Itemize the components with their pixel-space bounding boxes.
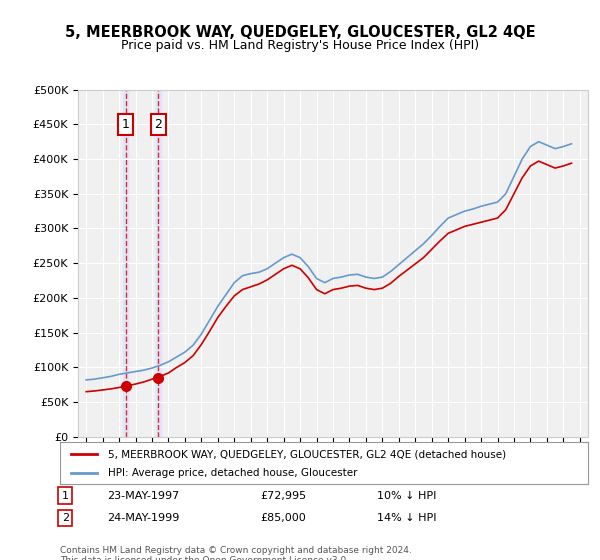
Text: £72,995: £72,995 — [260, 491, 307, 501]
Bar — [156, 90, 161, 437]
Text: 1: 1 — [62, 491, 69, 501]
Text: £85,000: £85,000 — [260, 513, 307, 523]
Text: 2: 2 — [62, 513, 69, 523]
Text: Price paid vs. HM Land Registry's House Price Index (HPI): Price paid vs. HM Land Registry's House … — [121, 39, 479, 52]
Text: 5, MEERBROOK WAY, QUEDGELEY, GLOUCESTER, GL2 4QE: 5, MEERBROOK WAY, QUEDGELEY, GLOUCESTER,… — [65, 25, 535, 40]
Text: 14% ↓ HPI: 14% ↓ HPI — [377, 513, 436, 523]
Text: Contains HM Land Registry data © Crown copyright and database right 2024.
This d: Contains HM Land Registry data © Crown c… — [60, 546, 412, 560]
Text: 24-MAY-1999: 24-MAY-1999 — [107, 513, 180, 523]
Text: 23-MAY-1997: 23-MAY-1997 — [107, 491, 180, 501]
Text: 2: 2 — [155, 118, 163, 131]
Text: 10% ↓ HPI: 10% ↓ HPI — [377, 491, 436, 501]
Text: HPI: Average price, detached house, Gloucester: HPI: Average price, detached house, Glou… — [107, 468, 357, 478]
Text: 5, MEERBROOK WAY, QUEDGELEY, GLOUCESTER, GL2 4QE (detached house): 5, MEERBROOK WAY, QUEDGELEY, GLOUCESTER,… — [107, 449, 506, 459]
Text: 1: 1 — [122, 118, 130, 131]
Bar — [123, 90, 128, 437]
